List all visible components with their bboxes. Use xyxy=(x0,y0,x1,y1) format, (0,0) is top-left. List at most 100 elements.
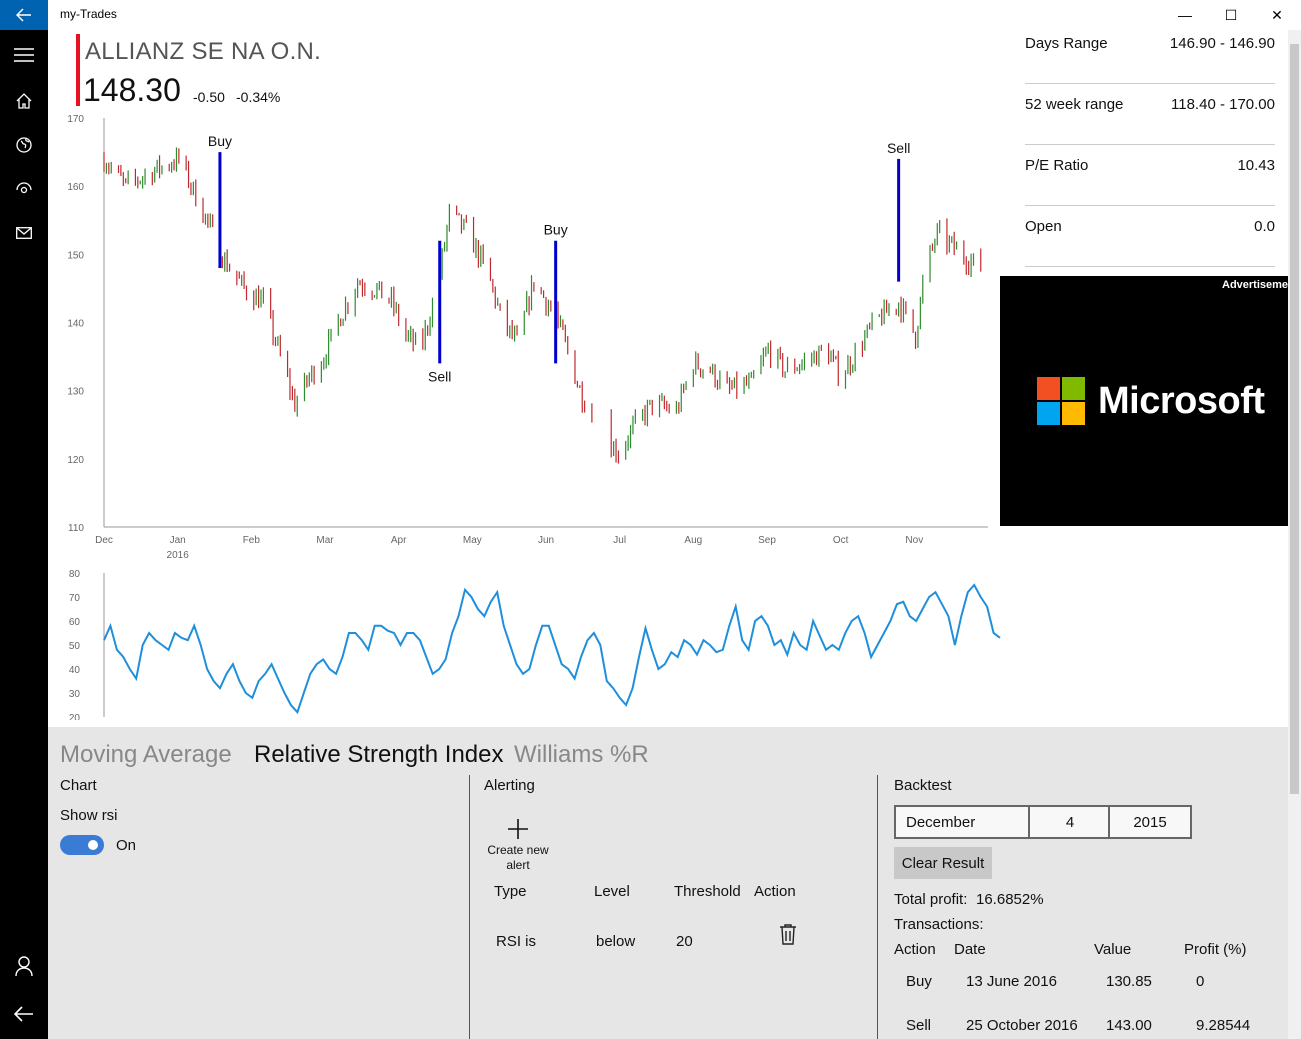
advertisement[interactable]: Advertisement Microsoft xyxy=(1000,276,1288,526)
sell-label: Sell xyxy=(428,368,451,384)
rsi-chart: 20 30 40 50 60 70 80 xyxy=(69,569,1001,720)
backtest-month-picker[interactable]: December xyxy=(894,805,1040,839)
stat-value: 0.0 xyxy=(1254,218,1275,235)
stat-pe-ratio: P/E Ratio 10.43 xyxy=(1025,145,1275,206)
clear-result-button[interactable]: Clear Result xyxy=(894,847,992,879)
create-alert-button[interactable]: Create new alert xyxy=(484,817,552,875)
scrollbar-thumb[interactable] xyxy=(1290,44,1299,794)
tab-williams-r[interactable]: Williams %R xyxy=(514,741,649,768)
year-value: 2015 xyxy=(1133,813,1167,831)
stock-price: 148.30 xyxy=(83,72,181,108)
rsi-line xyxy=(103,583,1001,715)
stock-change: -0.50 xyxy=(193,89,225,105)
toggle-state-label: On xyxy=(116,837,137,854)
menu-button[interactable] xyxy=(0,35,48,75)
vertical-scrollbar[interactable] xyxy=(1288,30,1301,1039)
rsi-y-tick-label: 20 xyxy=(69,713,81,720)
total-profit-value: 16.6852% xyxy=(976,891,1044,908)
tx-action: Buy xyxy=(906,973,932,990)
rsi-y-tick-label: 80 xyxy=(69,569,81,580)
show-rsi-toggle[interactable] xyxy=(60,835,104,855)
stat-value: 146.90 - 146.90 xyxy=(1169,35,1275,52)
alert-type-value: RSI is xyxy=(496,933,537,950)
month-value: December xyxy=(906,813,976,831)
alert-header-threshold: Threshold xyxy=(674,883,741,900)
alerting-heading: Alerting xyxy=(484,777,535,794)
stock-change-percent: -0.34% xyxy=(236,89,281,105)
x-tick-year-label: 2016 xyxy=(167,550,190,560)
ad-brand: Microsoft xyxy=(1098,380,1265,422)
nav-watchlist[interactable] xyxy=(0,168,48,208)
buy-label: Buy xyxy=(544,222,568,238)
plus-icon xyxy=(508,819,528,839)
section-divider xyxy=(469,775,470,1039)
stat-label: P/E Ratio xyxy=(1025,157,1089,174)
tx-header-date: Date xyxy=(954,941,986,958)
x-tick-label: Feb xyxy=(243,535,261,546)
tx-date: 25 October 2016 xyxy=(966,1017,1078,1034)
close-icon: ✕ xyxy=(1271,6,1283,23)
stat-value: 10.43 xyxy=(1237,157,1275,174)
y-tick-label: 120 xyxy=(67,455,84,466)
nav-messages[interactable] xyxy=(0,213,48,253)
tx-header-profit: Profit (%) xyxy=(1184,941,1247,958)
tx-date: 13 June 2016 xyxy=(966,973,1057,990)
title-bar: my-Trades — ☐ ✕ xyxy=(48,0,1301,30)
maximize-button[interactable]: ☐ xyxy=(1208,0,1254,30)
price-change-indicator xyxy=(76,34,80,106)
close-button[interactable]: ✕ xyxy=(1254,0,1300,30)
tx-value: 130.85 xyxy=(1106,973,1152,990)
hamburger-menu-icon xyxy=(14,48,34,62)
account-icon xyxy=(15,956,33,976)
back-button[interactable] xyxy=(0,0,48,30)
y-tick-label: 150 xyxy=(67,250,84,261)
back-arrow-icon xyxy=(14,1006,33,1022)
x-tick-label: Oct xyxy=(833,535,849,546)
tx-header-value: Value xyxy=(1094,941,1132,958)
nav-back-bottom[interactable] xyxy=(0,994,48,1034)
tab-relative-strength-index[interactable]: Relative Strength Index xyxy=(254,741,504,768)
alert-header-action: Action xyxy=(754,883,796,900)
globe-icon xyxy=(16,137,32,153)
nav-world[interactable] xyxy=(0,125,48,165)
backtest-heading: Backtest xyxy=(894,777,952,794)
stat-label: 52 week range xyxy=(1025,96,1124,113)
watch-icon xyxy=(16,182,32,194)
nav-home[interactable] xyxy=(0,81,48,121)
stat-label: Open xyxy=(1025,218,1062,235)
x-tick-label: Sep xyxy=(758,535,776,546)
tab-moving-average[interactable]: Moving Average xyxy=(60,741,232,768)
ad-label: Advertisement xyxy=(1222,279,1288,291)
minimize-button[interactable]: — xyxy=(1162,0,1208,30)
section-divider xyxy=(877,775,878,1039)
show-rsi-label: Show rsi xyxy=(60,807,118,824)
app-title: my-Trades xyxy=(60,7,117,21)
rsi-y-tick-label: 60 xyxy=(69,617,81,628)
price-chart: 110 120 130 140 150 160 170 Dec Jan Feb Mar Apr May J… xyxy=(67,114,988,560)
tx-profit: 0 xyxy=(1196,973,1205,990)
y-tick-label: 140 xyxy=(67,319,84,330)
backtest-year-picker[interactable]: 2015 xyxy=(1108,805,1192,839)
rsi-y-tick-label: 30 xyxy=(69,689,81,700)
x-tick-label: May xyxy=(463,535,482,546)
y-tick-label: 110 xyxy=(68,523,84,534)
chart-section-heading: Chart xyxy=(60,777,97,794)
y-tick-label: 130 xyxy=(67,387,84,398)
day-value: 4 xyxy=(1065,813,1075,831)
nav-rail xyxy=(0,0,48,1039)
stat-52-week-range: 52 week range 118.40 - 170.00 xyxy=(1025,84,1275,145)
stat-days-range: Days Range 146.90 - 146.90 xyxy=(1025,23,1275,84)
tx-value: 143.00 xyxy=(1106,1017,1152,1034)
x-tick-label: Nov xyxy=(905,535,923,546)
stock-name: ALLIANZ SE NA O.N. xyxy=(85,38,322,65)
backtest-day-picker[interactable]: 4 xyxy=(1028,805,1112,839)
indicator-panel: Moving Average Relative Strength Index W… xyxy=(48,727,1288,1039)
nav-account[interactable] xyxy=(0,946,48,986)
rsi-y-tick-label: 70 xyxy=(69,593,81,604)
x-tick-label: Mar xyxy=(316,535,334,546)
toggle-knob xyxy=(88,840,98,850)
delete-alert-button[interactable] xyxy=(778,923,800,947)
x-tick-label: Aug xyxy=(684,535,702,546)
x-tick-label: Jul xyxy=(613,535,626,546)
create-alert-label: Create new alert xyxy=(487,843,549,872)
